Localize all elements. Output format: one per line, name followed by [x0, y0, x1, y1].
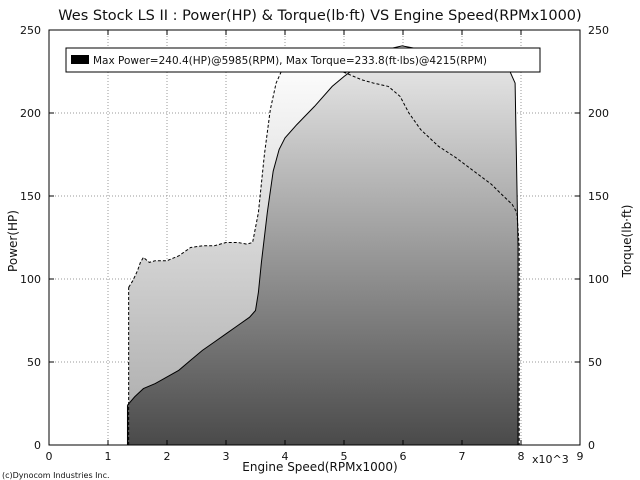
x-tick-label: 9 [577, 450, 584, 463]
legend-swatch [71, 55, 89, 64]
x-tick-label: 2 [164, 450, 171, 463]
y-tick-label-right: 200 [588, 107, 609, 120]
y-tick-label-right: 100 [588, 273, 609, 286]
x-tick-label: 0 [46, 450, 53, 463]
x-tick-label: 1 [105, 450, 112, 463]
power-area [127, 45, 518, 446]
y-tick-label-left: 100 [20, 273, 41, 286]
y-tick-label-left: 200 [20, 107, 41, 120]
y-tick-label-right: 50 [588, 356, 602, 369]
x-tick-label: 5 [341, 450, 348, 463]
x-tick-label: 6 [400, 450, 407, 463]
legend: Max Power=240.4(HP)@5985(RPM), Max Torqu… [65, 47, 541, 73]
plot-frame [48, 29, 581, 446]
x-tick-label: 8 [518, 450, 525, 463]
y-tick-label-right: 250 [588, 24, 609, 37]
y-tick-label-left: 50 [27, 356, 41, 369]
legend-label: Max Power=240.4(HP)@5985(RPM), Max Torqu… [93, 55, 487, 67]
y-axis-title-left: Power(HP) [6, 210, 20, 272]
y-tick-label-left: 150 [20, 190, 41, 203]
torque-line [128, 56, 520, 445]
credit-text: (c)Dynocom Industries Inc. [2, 471, 110, 480]
x-axis-title: Engine Speed(RPMx1000) [242, 460, 398, 474]
x-tick-label: 3 [223, 450, 230, 463]
y-tick-label-left: 250 [20, 24, 41, 37]
legend-box [65, 47, 541, 73]
x-tick-label: 7 [459, 450, 466, 463]
chart-title: Wes Stock LS II : Power(HP) & Torque(lb·… [58, 8, 581, 24]
y-tick-label-left: 0 [34, 439, 41, 452]
x-tick-label: 4 [282, 450, 289, 463]
x-axis-multiplier: x10^3 [532, 453, 569, 466]
y-axis-title-right: Torque(lb·ft) [620, 205, 634, 279]
y-tick-label-right: 150 [588, 190, 609, 203]
series-areas [127, 45, 520, 446]
y-tick-label-right: 0 [588, 439, 595, 452]
